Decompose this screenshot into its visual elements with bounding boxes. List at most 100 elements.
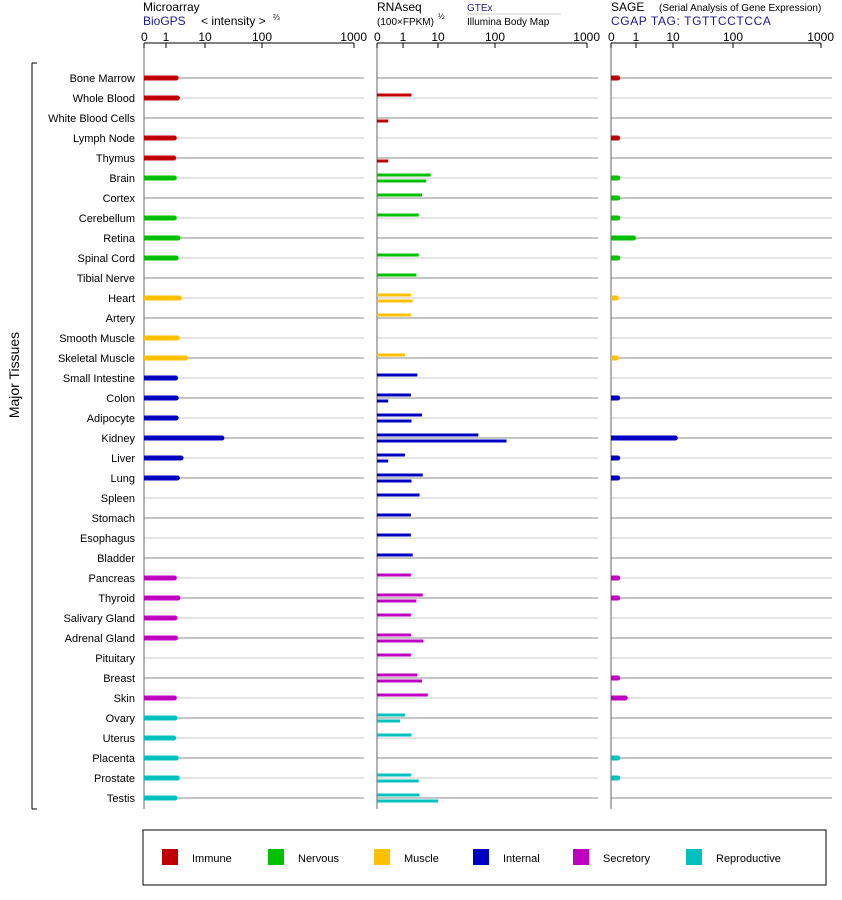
rnaseq-unit-exponent: ½: [438, 12, 445, 21]
bar-gtex: [377, 653, 411, 657]
bar-gtex: [377, 413, 422, 417]
legend-swatch-nervous: [268, 849, 284, 865]
bar-cap: [615, 135, 621, 141]
bar-microarray: [144, 715, 176, 721]
tissue-label: Stomach: [92, 513, 135, 525]
bar-microarray: [144, 415, 177, 421]
bar-illumina-body-map: [377, 479, 412, 483]
bar-cap: [174, 95, 180, 101]
bar-gtex: [377, 733, 412, 737]
sage-subtitle: (Serial Analysis of Gene Expression): [659, 3, 821, 14]
panel-rnaseq: 0 1 10 100 1000: [374, 30, 600, 809]
legend-swatch-immune: [162, 849, 178, 865]
tissue-label: Bladder: [97, 553, 135, 565]
bar-microarray: [144, 455, 182, 461]
bar-sage: [611, 755, 619, 761]
bar-cap: [174, 335, 180, 341]
x-tick-label: 10: [666, 30, 680, 44]
cgap-tag-link[interactable]: CGAP TAG: TGTTCCTCCA: [611, 14, 771, 28]
tissue-label: Ovary: [106, 713, 136, 725]
bar-cap: [615, 195, 621, 201]
x-tick-label: 100: [723, 30, 743, 44]
x-tick-label: 1: [163, 30, 170, 44]
bar-cap: [175, 595, 181, 601]
bar-sage: [611, 215, 619, 221]
tissue-label: Kidney: [101, 433, 135, 445]
legend-swatch-secretory: [573, 849, 589, 865]
tissue-label: Spinal Cord: [78, 253, 135, 265]
tissue-label: Placenta: [92, 753, 136, 765]
bar-illumina-body-map: [377, 399, 389, 403]
tissue-label: Brain: [109, 173, 135, 185]
legend: Immune Nervous Muscle Internal Secretory Repr…: [162, 849, 781, 865]
bar-cap: [172, 795, 178, 801]
bar-sage: [611, 75, 619, 81]
bar-cap: [171, 735, 177, 741]
bar-sage: [611, 695, 626, 701]
bar-cap: [613, 295, 619, 301]
bar-microarray: [144, 395, 177, 401]
bar-cap: [172, 715, 178, 721]
tissue-label: Heart: [108, 293, 135, 305]
bar-cap: [615, 755, 621, 761]
x-tick-label: 1000: [573, 30, 600, 44]
bar-microarray: [144, 295, 180, 301]
legend-label-reproductive: Reproductive: [716, 853, 781, 865]
bar-cap: [171, 215, 177, 221]
bar-microarray: [144, 155, 175, 161]
sage-title: SAGE: [611, 0, 644, 14]
tissue-label: Cortex: [103, 193, 136, 205]
legend-label-secretory: Secretory: [603, 853, 651, 865]
x-tick-label: 10: [198, 30, 212, 44]
bar-microarray: [144, 735, 175, 741]
bar-cap: [615, 395, 621, 401]
bar-microarray: [144, 635, 177, 641]
x-tick-label: 100: [252, 30, 272, 44]
panel-sage: 0 1 10 100 1000: [608, 30, 834, 809]
tissue-label: Smooth Muscle: [59, 333, 135, 345]
bar-microarray: [144, 795, 176, 801]
bar-cap: [615, 475, 621, 481]
rnaseq-title: RNAseq: [377, 0, 422, 14]
tissue-label: Uterus: [103, 733, 136, 745]
bar-cap: [615, 175, 621, 181]
bar-gtex: [377, 373, 418, 377]
bar-gtex: [377, 213, 419, 217]
bar-illumina-body-map: [377, 459, 389, 463]
bar-gtex: [377, 273, 417, 277]
x-tick-label: 1000: [807, 30, 834, 44]
bar-microarray: [144, 695, 175, 701]
bar-gtex: [377, 313, 411, 317]
gtex-link[interactable]: GTEx: [467, 3, 493, 14]
bar-cap: [172, 615, 178, 621]
microarray-header: Microarray BioGPS < intensity > ⅔: [143, 0, 280, 28]
y-group-bracket: [31, 62, 37, 810]
bar-cap: [171, 175, 177, 181]
bar-cap: [173, 755, 179, 761]
bar-illumina-body-map: [377, 599, 417, 603]
bar-microarray: [144, 755, 177, 761]
tissue-label: Esophagus: [80, 533, 136, 545]
bar-cap: [173, 395, 179, 401]
bar-illumina-body-map: [377, 419, 412, 423]
bar-microarray: [144, 175, 175, 181]
tissue-label: Lymph Node: [73, 133, 135, 145]
bar-cap: [615, 575, 621, 581]
legend-label-immune: Immune: [192, 853, 232, 865]
legend-swatch-muscle: [374, 849, 390, 865]
tissue-label: Liver: [111, 453, 135, 465]
bar-microarray: [144, 615, 176, 621]
bar-illumina-body-map: [377, 119, 389, 123]
bar-sage: [611, 455, 619, 461]
intensity-label: < intensity >: [201, 14, 266, 28]
bar-cap: [171, 155, 177, 161]
bar-sage: [611, 175, 619, 181]
legend-swatch-internal: [473, 849, 489, 865]
bar-illumina-body-map: [377, 639, 424, 643]
bar-illumina-body-map: [377, 299, 413, 303]
tissue-label: Colon: [106, 393, 135, 405]
bar-cap: [672, 435, 678, 441]
bar-microarray: [144, 75, 177, 81]
biogps-link[interactable]: BioGPS: [143, 14, 186, 28]
bar-gtex: [377, 453, 405, 457]
